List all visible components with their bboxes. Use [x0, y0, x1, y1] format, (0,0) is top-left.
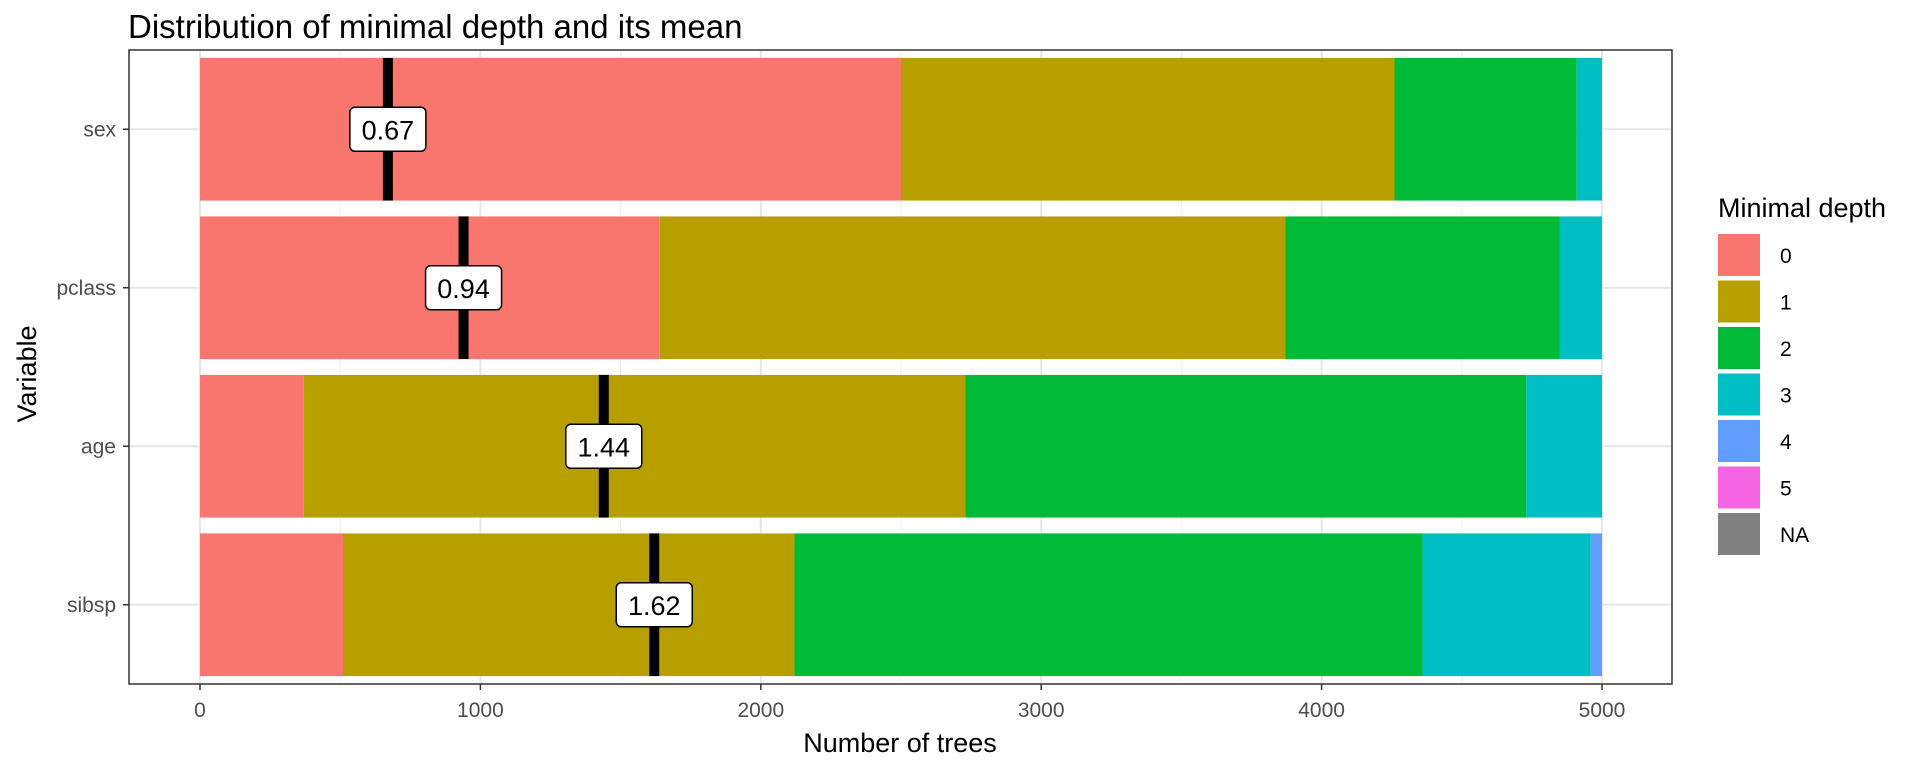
- bar-sibsp-depth-4: [1590, 533, 1602, 677]
- bar-age-depth-3: [1526, 374, 1602, 518]
- y-tick-label-sex: sex: [83, 118, 116, 141]
- legend: Minimal depth 0 1 2 3 4 5 NA: [1718, 193, 1886, 555]
- plot-panel: 0.67 0.94 1.44 1.62: [128, 49, 1673, 685]
- bar-sibsp-depth-3: [1422, 533, 1591, 677]
- legend-label-na: NA: [1780, 524, 1809, 547]
- y-tick-label-pclass: pclass: [56, 277, 116, 300]
- legend-key-4: [1718, 420, 1760, 462]
- x-tick-label: 2000: [737, 699, 784, 722]
- bar-pclass-depth-1: [659, 216, 1286, 360]
- bar-sibsp-depth-1: [343, 533, 795, 677]
- legend-label-2: 2: [1780, 338, 1792, 361]
- legend-title: Minimal depth: [1718, 193, 1886, 223]
- mean-label-box-sibsp: [615, 582, 693, 628]
- legend-label-1: 1: [1780, 292, 1792, 315]
- legend-label-4: 4: [1780, 431, 1792, 454]
- mean-label-pclass: 0.94: [437, 274, 490, 304]
- bar-sex-depth-1: [901, 57, 1395, 201]
- legend-key-na: [1718, 513, 1760, 555]
- legend-key-5: [1718, 466, 1760, 509]
- legend-label-3: 3: [1780, 385, 1792, 408]
- mean-label-box-sex: [349, 106, 427, 152]
- mean-label-box-pclass: [424, 265, 503, 311]
- mean-label-sex: 0.67: [362, 115, 415, 145]
- legend-key-0: [1718, 234, 1760, 276]
- bar-age-depth-0: [200, 374, 304, 518]
- x-axis-title: Number of trees: [803, 728, 997, 758]
- legend-key-1: [1718, 280, 1760, 323]
- bar-sex-depth-3: [1576, 57, 1602, 201]
- bar-age-depth-2: [965, 374, 1527, 518]
- plot-border: [128, 49, 1673, 685]
- y-axis: sex pclass age sibsp: [56, 118, 129, 617]
- mean-label-sibsp: 1.62: [628, 591, 681, 621]
- x-axis: 0 1000 2000 3000 4000 5000: [194, 684, 1625, 722]
- x-tick-label: 4000: [1298, 699, 1345, 722]
- y-tick-label-sibsp: sibsp: [67, 594, 116, 617]
- chart-title: Distribution of minimal depth and its me…: [128, 8, 742, 45]
- x-tick-label: 0: [194, 699, 206, 722]
- mean-label-box-age: [565, 423, 643, 469]
- bar-sex-depth-2: [1394, 57, 1577, 201]
- x-tick-label: 3000: [1018, 699, 1065, 722]
- y-axis-title: Variable: [12, 325, 42, 422]
- legend-label-5: 5: [1780, 478, 1792, 501]
- bar-pclass-depth-2: [1285, 216, 1560, 360]
- x-tick-label: 1000: [457, 699, 504, 722]
- x-tick-label: 5000: [1579, 699, 1626, 722]
- legend-label-0: 0: [1780, 245, 1792, 268]
- bar-sibsp-depth-0: [200, 533, 344, 677]
- bar-pclass-depth-3: [1559, 216, 1602, 360]
- y-tick-label-age: age: [81, 435, 116, 458]
- bar-sibsp-depth-2: [794, 533, 1423, 677]
- legend-key-2: [1718, 327, 1760, 369]
- mean-label-age: 1.44: [577, 432, 630, 462]
- bar-sex-depth-0: [200, 57, 901, 201]
- legend-key-3: [1718, 373, 1760, 416]
